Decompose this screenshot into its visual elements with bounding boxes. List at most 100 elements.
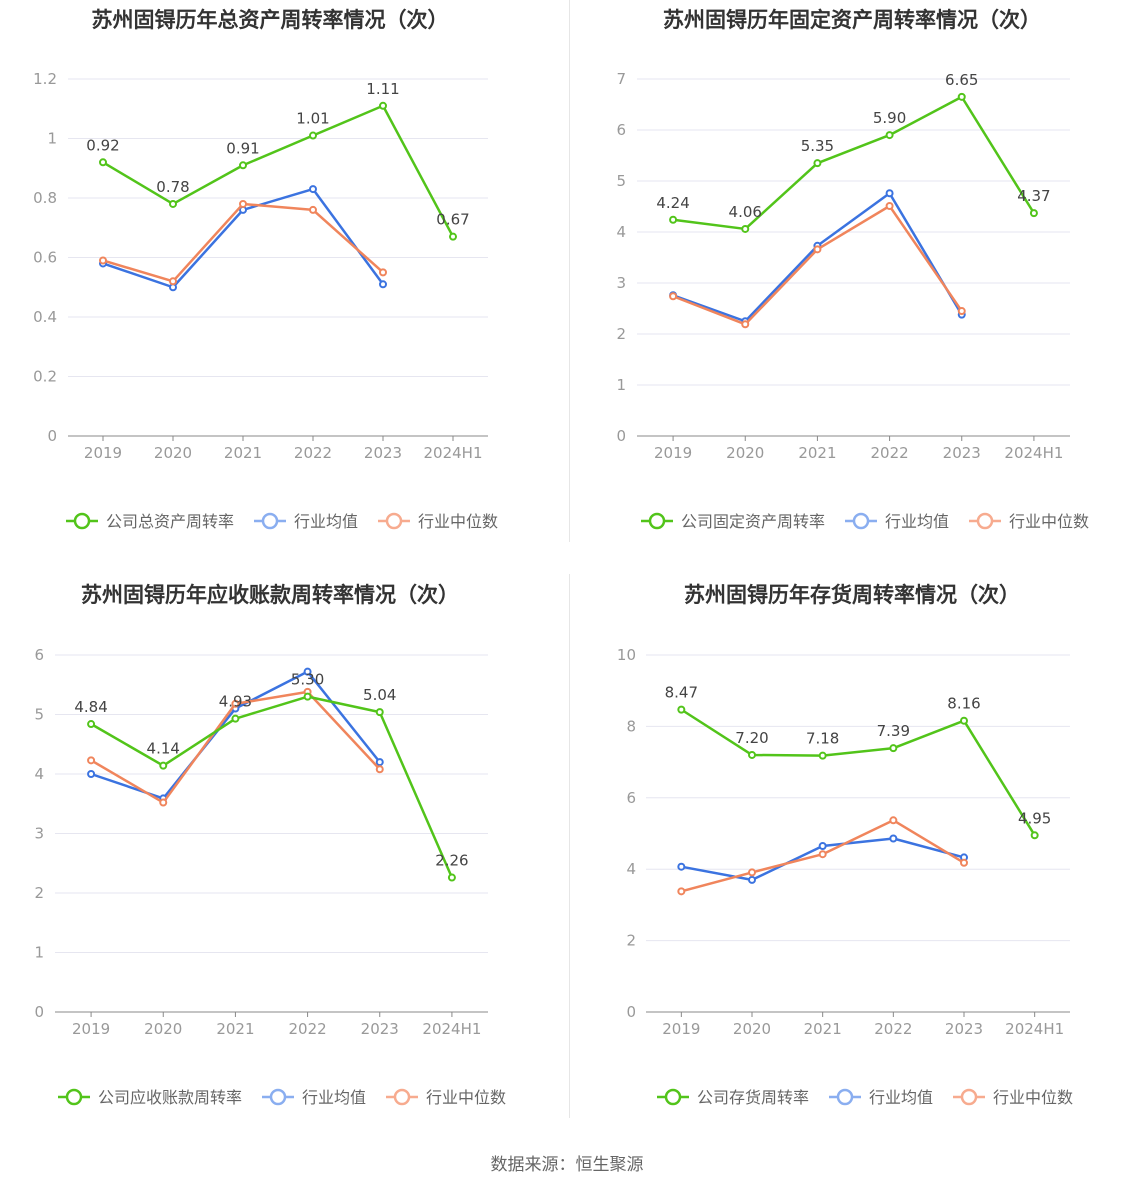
data-point-median[interactable] xyxy=(309,205,317,214)
data-point-company[interactable] xyxy=(960,716,968,725)
data-point-median[interactable] xyxy=(375,765,384,774)
data-point-company[interactable] xyxy=(885,131,894,140)
legend-label: 行业中位数 xyxy=(993,1088,1073,1107)
data-point-avg[interactable] xyxy=(303,667,312,676)
chart-title: 苏州固锝历年存货周转率情况（次） xyxy=(684,583,1020,607)
data-point-company[interactable] xyxy=(379,101,387,110)
data-point-median[interactable] xyxy=(741,320,750,329)
x-tick-label: 2022 xyxy=(874,1020,912,1038)
legend-item-median[interactable]: 行业中位数 xyxy=(953,1088,1073,1107)
data-point-median[interactable] xyxy=(818,850,827,859)
x-tick-label: 2024H1 xyxy=(424,444,483,462)
data-point-median[interactable] xyxy=(677,887,686,896)
legend-label: 行业均值 xyxy=(294,512,358,531)
data-point-company[interactable] xyxy=(449,232,457,241)
data-label: 4.93 xyxy=(219,693,252,711)
data-point-company[interactable] xyxy=(748,750,756,759)
legend-label: 行业中位数 xyxy=(1009,512,1089,531)
data-point-avg[interactable] xyxy=(309,185,317,194)
data-point-median[interactable] xyxy=(379,268,387,277)
legend-swatch-marker xyxy=(852,512,870,530)
legend-item-avg[interactable]: 行业均值 xyxy=(262,1088,366,1107)
data-point-median[interactable] xyxy=(889,816,898,825)
panel-divider-top xyxy=(569,0,570,542)
data-point-median[interactable] xyxy=(159,798,168,807)
y-tick-label: 1.2 xyxy=(33,70,57,88)
legend-item-avg[interactable]: 行业均值 xyxy=(254,512,358,531)
legend-item-avg[interactable]: 行业均值 xyxy=(845,512,949,531)
data-point-company[interactable] xyxy=(1029,209,1038,218)
chart-title: 苏州固锝历年固定资产周转率情况（次） xyxy=(663,8,1041,32)
data-point-median[interactable] xyxy=(960,858,968,867)
x-tick-label: 2019 xyxy=(654,444,692,462)
data-point-avg[interactable] xyxy=(748,875,756,884)
legend-item-median[interactable]: 行业中位数 xyxy=(386,1088,506,1107)
series-line-avg xyxy=(90,670,381,800)
y-tick-label: 0.4 xyxy=(33,308,57,326)
legend-swatch-marker xyxy=(73,512,91,530)
legend-label: 公司应收账款周转率 xyxy=(98,1088,242,1107)
data-point-company[interactable] xyxy=(669,215,678,224)
legend-item-company[interactable]: 公司存货周转率 xyxy=(657,1088,809,1107)
data-point-company[interactable] xyxy=(303,692,312,701)
data-point-median[interactable] xyxy=(87,756,96,765)
data-point-avg[interactable] xyxy=(885,189,894,198)
y-tick-label: 0.2 xyxy=(33,368,57,386)
chart-title: 苏州固锝历年应收账款周转率情况（次） xyxy=(81,583,459,607)
data-point-median[interactable] xyxy=(669,292,678,301)
x-tick-label: 2024H1 xyxy=(1005,1020,1064,1038)
data-point-avg[interactable] xyxy=(375,758,384,767)
data-point-company[interactable] xyxy=(239,161,247,170)
data-point-median[interactable] xyxy=(239,199,247,208)
data-label: 4.95 xyxy=(1018,809,1051,827)
data-point-company[interactable] xyxy=(159,761,168,770)
data-point-median[interactable] xyxy=(813,245,822,254)
data-point-company[interactable] xyxy=(957,92,966,101)
data-point-company[interactable] xyxy=(677,705,686,714)
legend-item-median[interactable]: 行业中位数 xyxy=(969,512,1089,531)
legend-item-median[interactable]: 行业中位数 xyxy=(378,512,498,531)
series-line-company xyxy=(680,708,1036,836)
data-source-note: 数据来源：恒生聚源 xyxy=(490,1155,644,1175)
data-label: 0.92 xyxy=(86,136,119,154)
data-point-company[interactable] xyxy=(741,224,750,233)
y-tick-label: 2 xyxy=(34,884,44,902)
data-point-company[interactable] xyxy=(309,131,317,140)
data-point-avg[interactable] xyxy=(379,280,387,289)
legend-item-company[interactable]: 公司总资产周转率 xyxy=(66,512,234,531)
y-tick-label: 0.8 xyxy=(33,189,57,207)
data-label: 0.78 xyxy=(156,178,189,196)
data-point-avg[interactable] xyxy=(889,834,898,843)
data-point-median[interactable] xyxy=(957,307,966,316)
data-point-company[interactable] xyxy=(99,158,107,167)
data-point-company[interactable] xyxy=(818,751,827,760)
data-point-avg[interactable] xyxy=(677,862,686,871)
data-point-median[interactable] xyxy=(99,256,107,265)
legend-item-avg[interactable]: 行业均值 xyxy=(829,1088,933,1107)
data-point-median[interactable] xyxy=(748,868,756,877)
y-tick-label: 4 xyxy=(616,223,626,241)
data-point-company[interactable] xyxy=(1030,831,1039,840)
legend-item-company[interactable]: 公司应收账款周转率 xyxy=(58,1088,242,1107)
data-point-company[interactable] xyxy=(169,199,177,208)
data-point-median[interactable] xyxy=(231,699,240,708)
y-tick-label: 6 xyxy=(34,646,44,664)
chart-title: 苏州固锝历年总资产周转率情况（次） xyxy=(92,8,449,32)
data-point-company[interactable] xyxy=(87,720,96,729)
y-tick-label: 7 xyxy=(616,70,626,88)
legend-item-company[interactable]: 公司固定资产周转率 xyxy=(641,512,825,531)
data-point-median[interactable] xyxy=(885,201,894,210)
y-tick-label: 5 xyxy=(34,706,44,724)
data-label: 8.16 xyxy=(947,695,980,713)
data-point-avg[interactable] xyxy=(818,841,827,850)
data-point-company[interactable] xyxy=(813,159,822,168)
data-point-company[interactable] xyxy=(231,714,240,723)
data-point-company[interactable] xyxy=(375,708,384,717)
data-point-company[interactable] xyxy=(447,873,456,882)
data-point-company[interactable] xyxy=(889,744,898,753)
x-tick-label: 2022 xyxy=(288,1020,326,1038)
data-point-median[interactable] xyxy=(169,277,177,286)
data-label: 4.14 xyxy=(147,740,180,758)
y-tick-label: 4 xyxy=(626,860,636,878)
data-point-avg[interactable] xyxy=(87,770,96,778)
